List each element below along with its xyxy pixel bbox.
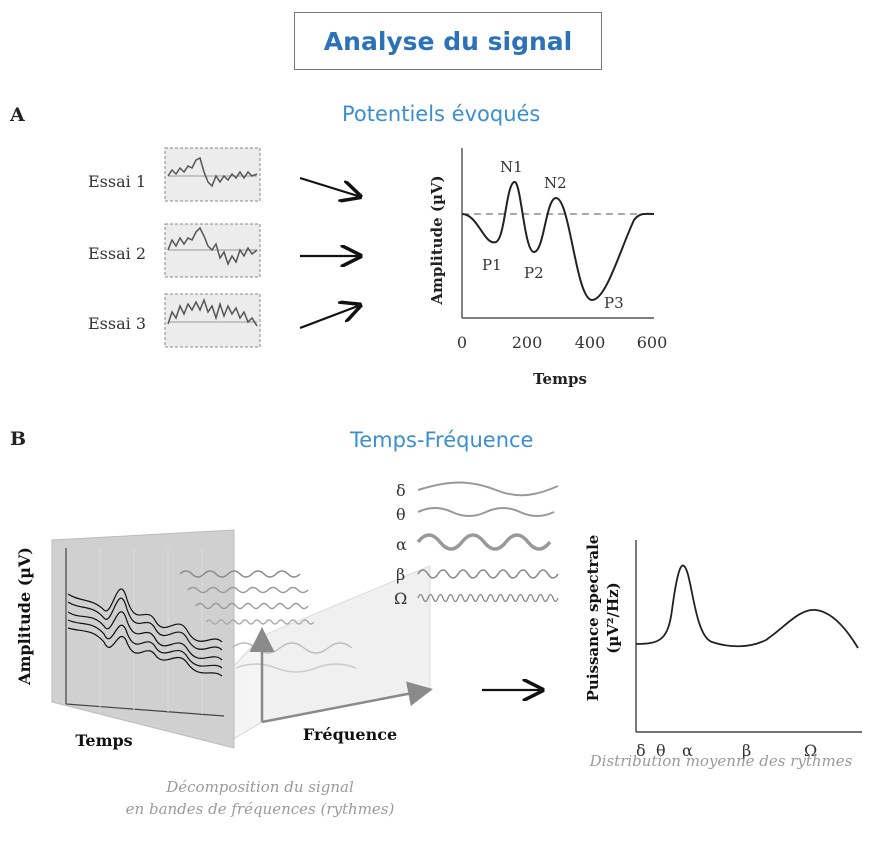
arrow-trial-1 <box>299 176 358 196</box>
erp-peak-n2: N2 <box>544 174 567 192</box>
erp-waveform <box>461 180 655 302</box>
band-label-theta: θ <box>396 505 406 524</box>
spectrum-band-alpha: α <box>682 741 693 760</box>
caption-right: Distribution moyenne des rythmes <box>589 752 853 770</box>
erp-tick-200: 200 <box>512 333 543 352</box>
spectrum-band-delta: δ <box>636 741 646 760</box>
section-b-title: Temps-Fréquence <box>350 428 534 452</box>
trial-signal-2 <box>167 226 258 266</box>
band-label-delta: δ <box>396 481 406 500</box>
erp-peak-p3: P3 <box>604 294 624 312</box>
band-wave-omega <box>417 593 559 603</box>
band-label-omega: Ω <box>394 589 407 608</box>
erp-tick-400: 400 <box>575 333 606 352</box>
erp-chart: 0 200 400 600 Temps Amplitude (µV) N1 N2… <box>428 148 667 388</box>
spectrum-curve <box>635 564 859 649</box>
erp-peak-p2: P2 <box>524 264 544 282</box>
band-label-beta: β <box>396 565 405 584</box>
band-wave-delta <box>417 481 559 497</box>
tf-left-xlabel: Temps <box>75 731 132 750</box>
erp-xlabel: Temps <box>533 370 587 388</box>
spectrum-unit: (µV²/Hz) <box>604 582 622 654</box>
trial-label-2: Essai 2 <box>88 244 147 263</box>
erp-tick-0: 0 <box>457 333 467 352</box>
title-box: Analyse du signal <box>294 12 602 70</box>
section-a-letter: A <box>10 104 25 126</box>
tf-time-plane <box>51 529 235 749</box>
section-b-letter: B <box>10 428 27 450</box>
spectrum-band-theta: θ <box>656 741 666 760</box>
erp-peak-p1: P1 <box>482 256 502 274</box>
erp-tick-600: 600 <box>637 333 668 352</box>
page-title: Analyse du signal <box>323 26 573 56</box>
band-stack: δ θ α β Ω <box>394 481 559 608</box>
band-wave-theta <box>417 507 555 517</box>
tf-3d-volume <box>51 529 433 749</box>
band-label-alpha: α <box>396 535 407 554</box>
spectrum-chart: δ θ α β Ω Puissance spectrale (µV²/Hz) <box>584 535 862 760</box>
trial-box-3 <box>164 293 261 348</box>
erp-ylabel: Amplitude (µV) <box>428 175 446 305</box>
spectrum-ylabel: Puissance spectrale <box>584 535 602 702</box>
spectrum-band-beta: β <box>742 741 751 760</box>
erp-peak-n1: N1 <box>500 158 523 176</box>
spectrum-band-omega: Ω <box>804 741 817 760</box>
band-wave-beta <box>417 569 559 579</box>
trial-label-1: Essai 1 <box>88 172 147 191</box>
trial-box-1 <box>164 147 261 202</box>
arrow-trial-3 <box>299 306 358 330</box>
trial-signal-3 <box>167 297 258 327</box>
band-wave-alpha <box>416 533 552 551</box>
trial-box-2 <box>164 223 261 278</box>
caption-left-line2: en bandes de fréquences (rythmes) <box>125 800 395 818</box>
tf-left-ylabel: Amplitude (µV) <box>15 547 34 686</box>
trial-signal-1 <box>167 156 258 188</box>
section-a-title: Potentiels évoqués <box>342 102 541 126</box>
caption-left-line1: Décomposition du signal <box>166 778 354 796</box>
tf-frequency-label: Fréquence <box>303 725 397 744</box>
tf-frequency-axis <box>261 681 433 724</box>
trial-label-3: Essai 3 <box>88 314 147 333</box>
